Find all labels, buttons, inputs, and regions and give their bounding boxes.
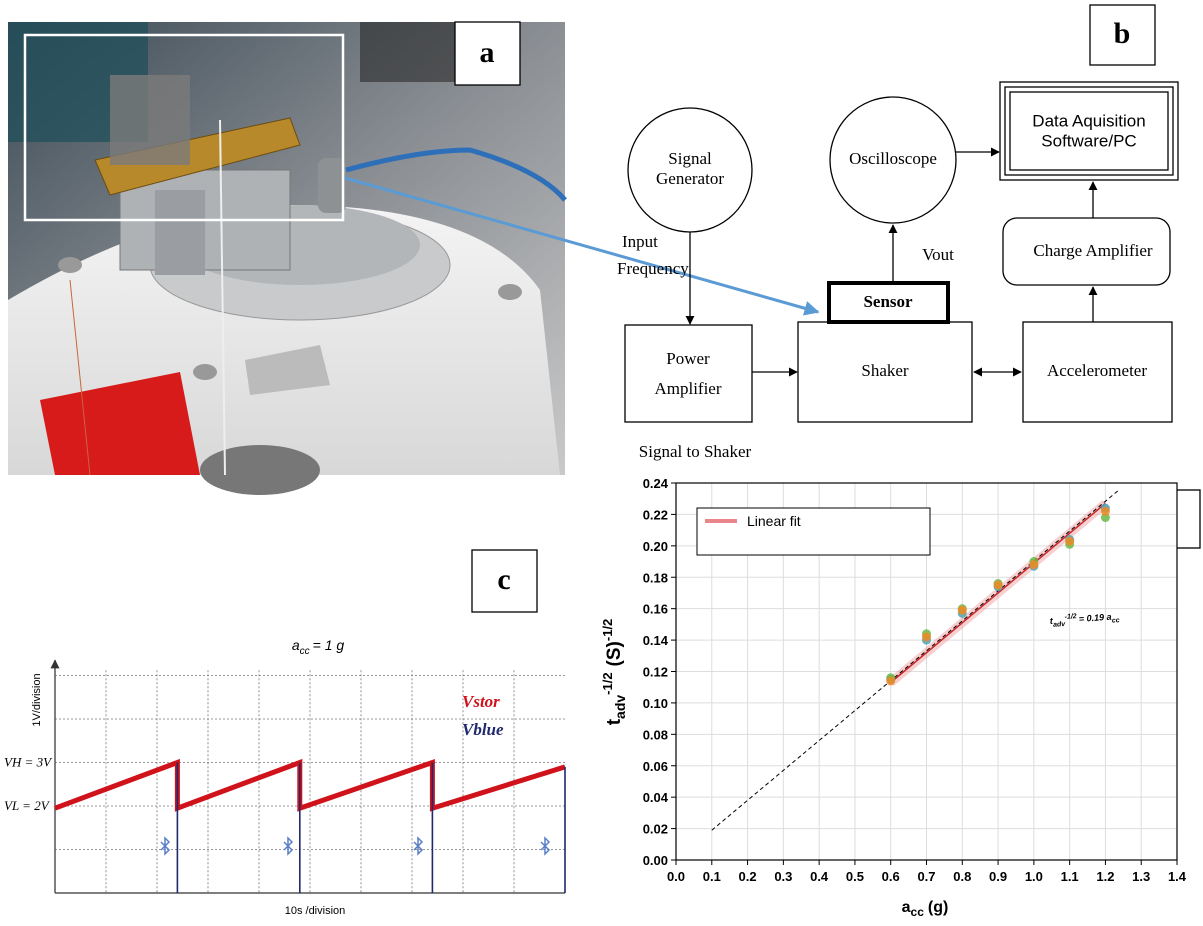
plot-d: 0.0 0.1 0.2 0.3 0.4 0.5 0.6 0.7 0.8 0.9 1.0 1.1 1.2 1… [643,476,1187,884]
node-label: Software/PC [1041,131,1136,150]
y-axis-label: tadv-1/2(S)-1/2 [600,619,628,726]
y-tick-label: 0.24 [643,476,669,491]
data-point [957,605,967,615]
x-tick-label: 0.8 [953,869,971,884]
data-point [1100,506,1110,516]
node-label: Charge Amplifier [1033,241,1152,260]
pointer-arrow [344,176,820,316]
x-tick-label: 1.2 [1096,869,1114,884]
y-tick-label: 0.10 [643,696,668,711]
y-tick-label: 0.02 [643,822,668,837]
data-point [886,676,896,686]
x-tick-label: 0.6 [882,869,900,884]
panel-label: c [497,563,510,596]
y-tick-label: VL = 2V [4,798,51,813]
series-line [54,758,566,812]
data-point [1029,560,1039,570]
y-tick-label: 0.16 [643,602,668,617]
plot-frame [675,482,1178,861]
legend-label: Vstor [462,692,500,711]
x-tick-label: 0.4 [810,869,829,884]
photo [8,22,567,495]
x-tick-label: 0.1 [703,869,721,884]
node-label: Sensor [863,292,913,311]
pulse-icons [160,836,551,856]
x-tick-label: 0.9 [989,869,1007,884]
edge-label: Frequency [617,259,689,278]
y-tick-label: 0.06 [643,759,668,774]
x-tick-label: 0.3 [774,869,792,884]
x-tick-label: 1.3 [1132,869,1150,884]
x-tick-label: 0.2 [739,869,757,884]
node-label: Data Aquisition [1032,111,1145,130]
node-label: Amplifier [654,379,721,398]
y-tick-label: 0.00 [643,853,668,868]
y-tick-label: 0.04 [643,790,669,805]
y-tick-label: 0.20 [643,539,668,554]
legend-box [696,507,931,556]
reference-line [711,488,1121,831]
oscilloscope-panel: acc = 1 g 1V/division 10s /division [31,637,551,917]
node-label: Power [666,349,710,368]
x-tick-label: 1.4 [1168,869,1187,884]
node-label: Oscilloscope [849,149,937,168]
y-tick-label: 0.22 [643,507,668,522]
node-label: Accelerometer [1047,361,1147,380]
panel-label: b [1114,17,1131,50]
y-tick-label: 0.18 [643,570,668,585]
x-tick-label: 0.0 [667,869,685,884]
data-point [1100,513,1110,523]
data-point [993,580,1003,590]
node-label: Generator [656,169,724,188]
x-tick-label: 0.5 [846,869,864,884]
y-tick-label: 0.08 [643,727,668,742]
legend-label: Linear fit [747,513,801,529]
series-line [176,762,566,893]
fit-equation: tadv-1/2 = 0.19 acc [1049,610,1120,629]
x-tick-label: 0.7 [917,869,935,884]
plot-c: VH = 3V VL = 2V Vstor Vblue [4,659,566,894]
node-label: Signal [668,149,712,168]
edge-label: Vout [922,245,954,264]
legend-label: Vblue [462,720,504,739]
panel-label: a [480,36,495,69]
y-tick-label: 0.12 [643,665,668,680]
node-label: Shaker [861,361,909,380]
chart-title: acc = 1 g [292,637,345,657]
y-tick-label: VH = 3V [4,755,53,770]
fit-panel: tadv-1/2(S)-1/2 acc (g) tadv-1/2 = 0.19 ac… [600,610,1120,919]
y-tick-label: 0.14 [643,633,669,648]
edge-label: Input [622,232,658,251]
data-point [1065,536,1075,546]
x-axis-label: 10s /division [285,905,346,917]
x-axis-label: acc (g) [902,899,949,919]
y-axis-label: 1V/division [31,673,43,726]
fit-line [890,502,1106,684]
data-point [922,632,931,642]
x-tick-label: 1.0 [1025,869,1043,884]
x-tick-label: 1.1 [1061,869,1079,884]
edge-label: Signal to Shaker [639,442,752,461]
block-diagram: Signal Generator Oscilloscope Data Aquis… [617,81,1179,461]
